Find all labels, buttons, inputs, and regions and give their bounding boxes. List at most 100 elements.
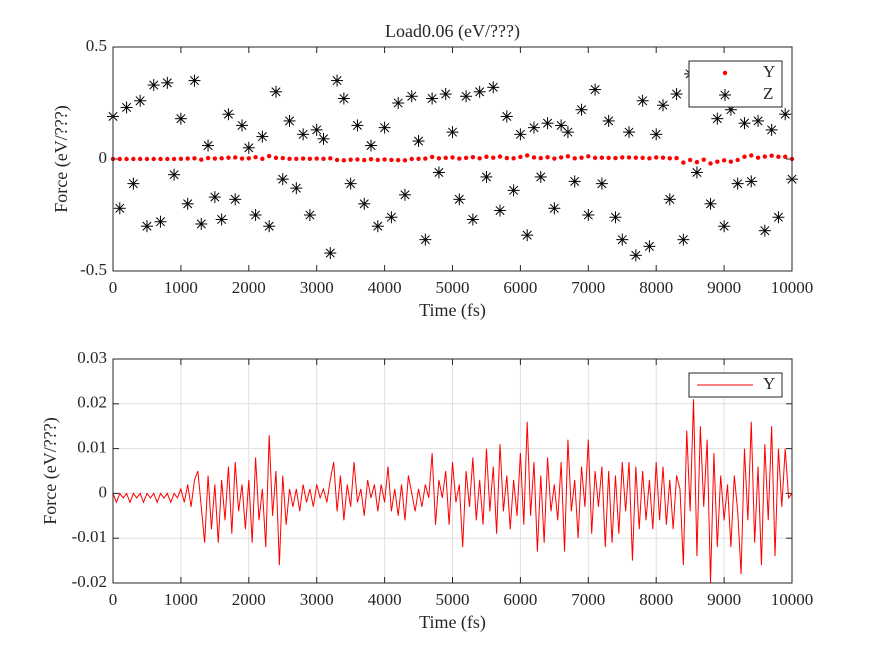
- marker-stroke: [434, 167, 444, 177]
- legend-swatch: [719, 89, 731, 101]
- asterisk-point: [174, 112, 187, 125]
- y-tick-label: -0.5: [80, 260, 107, 279]
- y-tick-label: 0.03: [77, 348, 107, 367]
- dot-point: [334, 157, 340, 163]
- marker-stroke: [767, 125, 777, 135]
- marker-stroke: [597, 179, 607, 189]
- marker-stroke: [583, 210, 593, 220]
- asterisk-point: [487, 81, 500, 94]
- asterisk-point: [405, 90, 418, 103]
- dot-point: [735, 157, 740, 163]
- marker-stroke: [366, 141, 376, 151]
- asterisk-point: [636, 94, 649, 107]
- marker-stroke: [590, 85, 600, 95]
- dot-point: [721, 158, 727, 163]
- marker-stroke: [746, 176, 756, 186]
- dot-point: [409, 156, 414, 162]
- dot-point: [178, 156, 184, 161]
- marker-stroke: [142, 221, 152, 231]
- dot-point: [681, 160, 686, 165]
- marker-stroke: [128, 179, 138, 189]
- marker-stroke: [543, 118, 553, 128]
- dot-point: [212, 156, 218, 161]
- asterisk-point: [134, 94, 147, 107]
- asterisk-point: [140, 220, 153, 233]
- marker-stroke: [481, 172, 492, 182]
- marker-stroke: [780, 109, 790, 119]
- dot-point: [457, 156, 462, 161]
- marker-stroke: [352, 120, 362, 130]
- y-tick-label: 0: [99, 148, 108, 167]
- asterisk-point: [602, 114, 615, 127]
- asterisk-point: [337, 92, 350, 105]
- asterisk-point: [480, 170, 493, 183]
- marker-stroke: [298, 129, 308, 139]
- asterisk-point: [371, 220, 384, 233]
- marker-stroke: [237, 120, 247, 130]
- dot-point: [470, 155, 476, 160]
- y-axis-label: Force (eV/???): [40, 417, 61, 524]
- asterisk-point: [317, 132, 330, 145]
- dot-point: [137, 156, 143, 162]
- y-axis-label: Force (eV/???): [51, 105, 72, 212]
- dot-point: [199, 157, 204, 162]
- legend-label: Y: [763, 374, 775, 393]
- x-tick-label: 1000: [164, 590, 198, 609]
- marker-stroke: [739, 118, 750, 128]
- marker-stroke: [604, 116, 614, 126]
- asterisk-point: [310, 123, 323, 136]
- dot-point: [253, 155, 258, 160]
- dot-point: [205, 155, 211, 161]
- dot-point: [219, 156, 224, 161]
- asterisk-point: [269, 85, 282, 98]
- marker-stroke: [115, 203, 125, 213]
- dot-point: [124, 156, 129, 162]
- asterisk-point: [365, 139, 378, 152]
- marker-stroke: [183, 199, 193, 209]
- marker-stroke: [549, 203, 559, 213]
- asterisk-point: [351, 119, 364, 132]
- dot-point: [382, 157, 387, 162]
- marker-stroke: [515, 129, 525, 139]
- dot-point: [599, 155, 605, 160]
- x-tick-label: 9000: [707, 590, 741, 609]
- dot-point: [606, 155, 611, 161]
- dot-point: [300, 156, 306, 161]
- dot-point: [463, 155, 469, 161]
- marker-stroke: [318, 134, 329, 144]
- marker-stroke: [461, 91, 471, 101]
- asterisk-point: [453, 193, 466, 206]
- marker-stroke: [509, 185, 519, 195]
- dot-point: [355, 157, 360, 162]
- x-tick-label: 0: [109, 278, 118, 297]
- marker-stroke: [651, 129, 661, 139]
- asterisk-point: [161, 76, 174, 89]
- marker-stroke: [658, 100, 668, 110]
- dot-point: [389, 157, 394, 163]
- asterisk-point: [507, 184, 520, 197]
- dot-point: [742, 154, 747, 159]
- marker-stroke: [169, 170, 179, 180]
- asterisk-point: [568, 175, 581, 188]
- y-tick-label: 0.01: [77, 438, 107, 457]
- asterisk-point: [473, 85, 486, 98]
- marker-stroke: [251, 210, 261, 220]
- dot-point: [348, 157, 353, 162]
- asterisk-point: [575, 103, 588, 116]
- marker-stroke: [122, 102, 132, 113]
- marker-stroke: [441, 89, 451, 99]
- dot-point: [226, 155, 231, 160]
- dot-point: [158, 156, 163, 162]
- asterisk-point: [745, 175, 758, 188]
- dot-point: [715, 159, 720, 164]
- asterisk-point: [616, 233, 629, 246]
- dot-point: [287, 156, 292, 161]
- asterisk-point: [731, 177, 744, 190]
- marker-stroke: [271, 87, 281, 97]
- asterisk-point: [276, 173, 289, 186]
- marker-stroke: [312, 125, 322, 135]
- asterisk-point: [521, 229, 534, 242]
- asterisk-point: [256, 130, 269, 143]
- marker-stroke: [556, 120, 566, 130]
- dot-point: [552, 156, 557, 161]
